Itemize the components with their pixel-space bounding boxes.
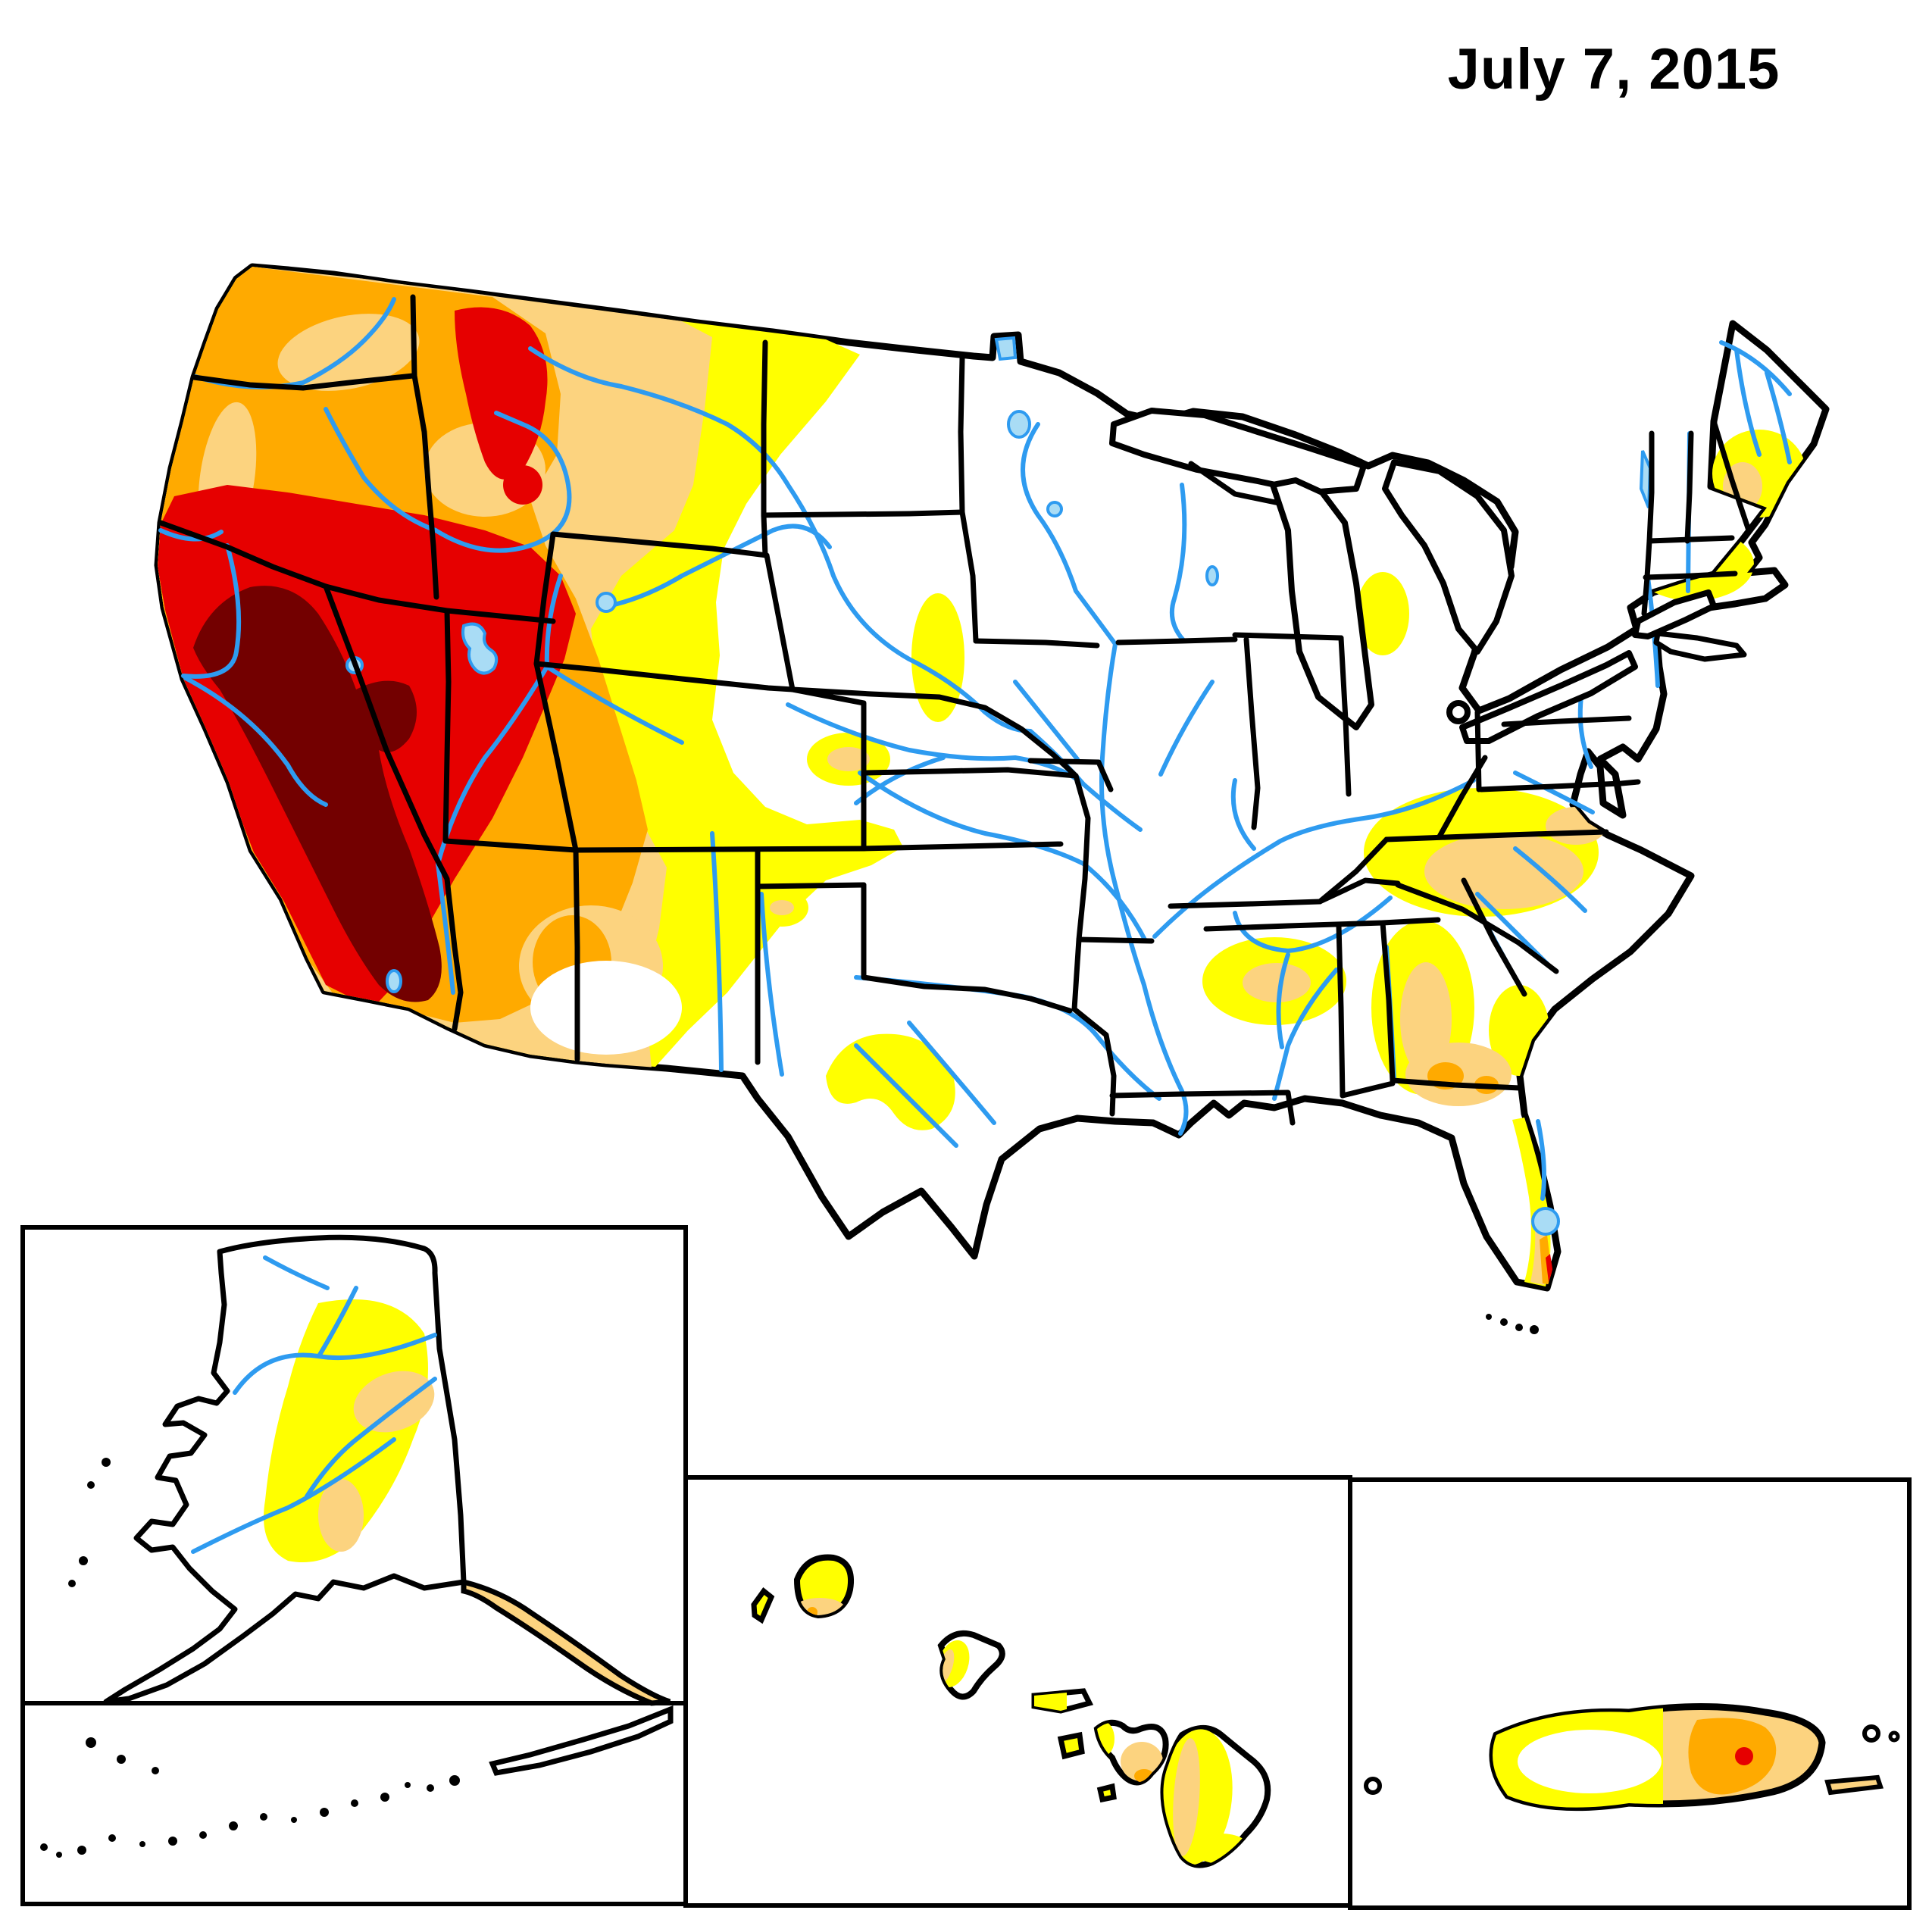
no-drought-se-arizona: [530, 961, 682, 1055]
lake-huron: [1382, 459, 1515, 655]
drought-d3-nw-montana: [455, 307, 548, 480]
lake-winnebago: [1205, 565, 1219, 586]
drought-d4-california-nevada: [193, 586, 442, 1002]
island-vieques: [1824, 1774, 1884, 1796]
island-lanai: [1057, 1731, 1085, 1760]
island-mona: [1364, 1777, 1382, 1795]
florida-keys: [1486, 1314, 1539, 1334]
red-lake: [1007, 410, 1031, 439]
salton-sea: [386, 969, 402, 993]
island-niihau: [751, 1587, 775, 1624]
drought-d0-sd-ne-ia: [911, 593, 964, 722]
drought-d0-michigan: [1356, 572, 1409, 655]
island-east-pr: [1888, 1730, 1900, 1743]
island-kahoolawe: [1096, 1783, 1117, 1803]
alaska-panhandle: [461, 1578, 671, 1706]
lakes-layer: [345, 336, 1652, 1236]
drought-d1-carolinas: [1424, 833, 1583, 909]
hawaii-inset-box: [683, 1475, 1352, 1908]
aleutian-islands: [40, 1737, 460, 1858]
drought-d1-alaska-b: [318, 1479, 364, 1552]
no-drought-puerto-rico: [1518, 1730, 1662, 1793]
drought-d3-puerto-rico: [1735, 1747, 1753, 1765]
yellowstone-lake: [596, 592, 617, 613]
aleutians-inset: [40, 1705, 674, 1858]
lake-ontario: [1632, 589, 1717, 639]
state-borders: [158, 294, 1752, 1126]
alaska-peninsula-tail: [489, 1705, 674, 1776]
alaska-islands: [68, 1458, 111, 1587]
great-salt-lake: [461, 622, 499, 675]
map-date-title: July 7, 2015: [1447, 37, 1780, 102]
rivers-layer: [158, 297, 1792, 1201]
great-lakes: [1109, 408, 1717, 744]
lake-michigan: [1270, 477, 1374, 730]
drought-d1-nw-alabama: [1243, 963, 1311, 1002]
drought-d1-maui: [1121, 1742, 1163, 1781]
drought-d1-alaska-a: [353, 1371, 435, 1433]
lake-superior: [1109, 408, 1367, 496]
puerto-rico-inset-box: [1348, 1477, 1912, 1910]
drought-d1-bigisland: [1173, 1738, 1200, 1856]
drought-d1-nebraska: [827, 747, 870, 771]
lake-st-clair: [1446, 700, 1471, 724]
puerto-rico-inset: [1364, 1697, 1900, 1818]
drought-d3-montana-spur: [503, 465, 542, 505]
mille-lacs-lake: [1046, 501, 1063, 517]
drought-d1-se-colorado: [770, 900, 794, 915]
drought-d2-puerto-rico: [1688, 1718, 1777, 1795]
island-culebra: [1862, 1724, 1880, 1743]
lake-okeechobee: [1531, 1207, 1560, 1236]
alaska-rivers: [191, 1255, 437, 1554]
lake-erie: [1459, 650, 1638, 744]
alaska-inset: [68, 1237, 671, 1706]
lake-of-the-woods: [994, 336, 1018, 361]
long-island: [1653, 630, 1747, 662]
